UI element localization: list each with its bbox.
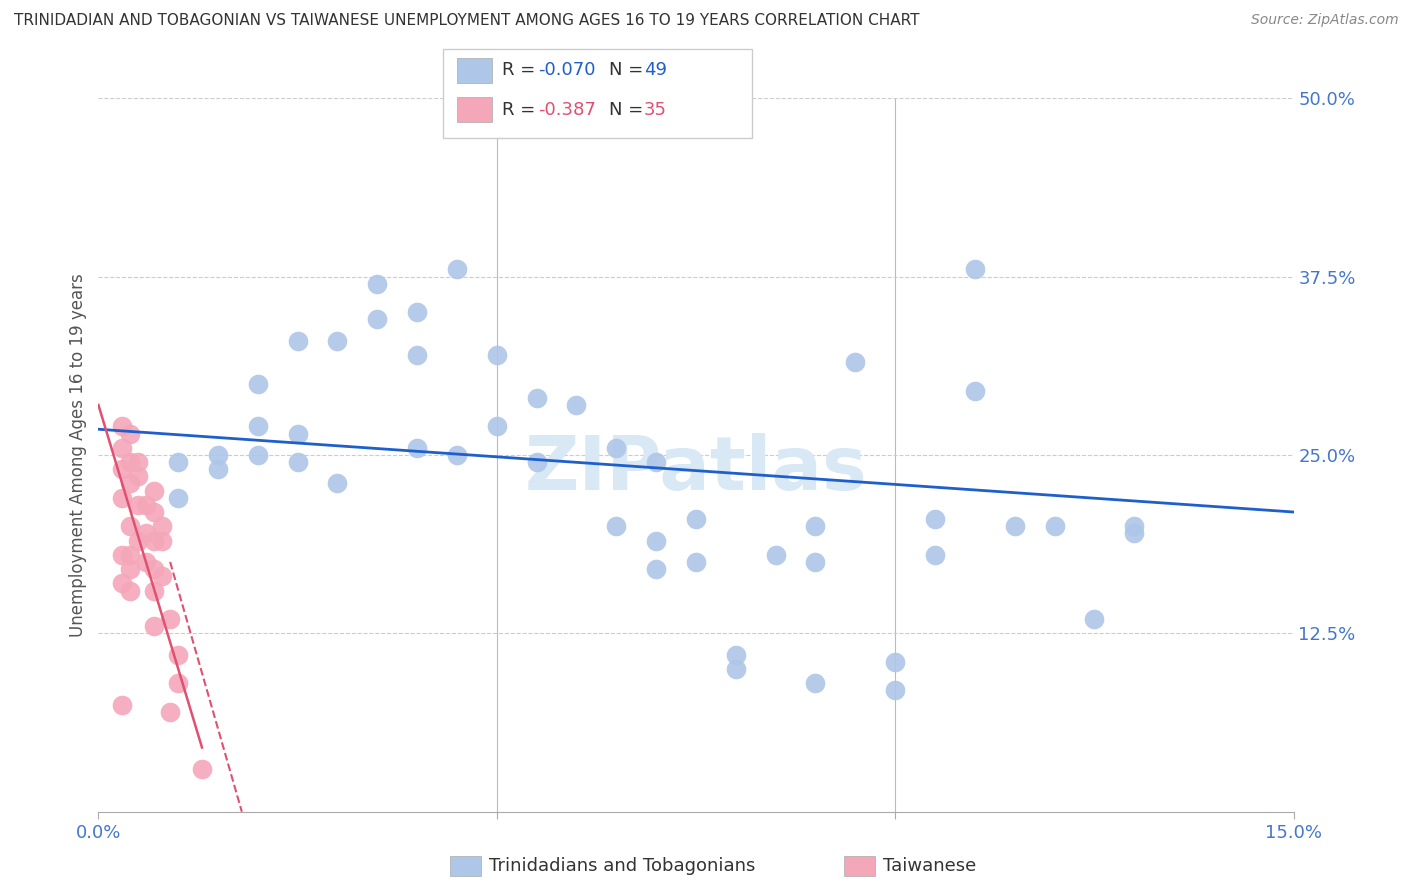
Point (1123, 526, 1146, 541)
Text: R =: R = (502, 101, 541, 119)
Point (326, 476, 349, 491)
Point (246, 419, 269, 434)
Point (111, 462, 134, 476)
Text: N =: N = (609, 62, 648, 79)
Point (1083, 612, 1105, 626)
Point (446, 448, 468, 462)
Point (120, 455, 142, 469)
Point (724, 662, 747, 676)
Point (485, 419, 508, 434)
Point (406, 441, 429, 455)
Point (120, 476, 142, 491)
Point (111, 698, 134, 712)
Point (111, 548, 134, 562)
Point (605, 441, 627, 455)
Point (135, 498, 157, 512)
Point (111, 419, 134, 434)
Point (685, 512, 707, 526)
Point (765, 548, 787, 562)
Point (111, 441, 134, 455)
Point (143, 533, 166, 548)
Point (526, 391, 548, 405)
Point (127, 498, 149, 512)
Point (120, 562, 142, 576)
Text: Taiwanese: Taiwanese (883, 857, 976, 875)
Point (150, 533, 173, 548)
Point (150, 569, 173, 583)
Text: -0.070: -0.070 (538, 62, 596, 79)
Point (143, 619, 166, 633)
Point (120, 426, 142, 441)
Point (150, 519, 173, 533)
Point (207, 462, 229, 476)
Text: N =: N = (609, 101, 648, 119)
Point (191, 762, 214, 776)
Point (645, 455, 668, 469)
Point (246, 376, 269, 391)
Point (804, 555, 827, 569)
Point (1004, 519, 1026, 533)
Point (924, 548, 946, 562)
Point (485, 348, 508, 362)
Point (135, 555, 157, 569)
Point (884, 683, 907, 698)
Point (526, 455, 548, 469)
Point (406, 305, 429, 319)
Point (645, 533, 668, 548)
Point (143, 505, 166, 519)
Point (565, 398, 588, 412)
Text: Trinidadians and Tobagonians: Trinidadians and Tobagonians (489, 857, 755, 875)
Point (963, 262, 986, 277)
Point (120, 583, 142, 598)
Y-axis label: Unemployment Among Ages 16 to 19 years: Unemployment Among Ages 16 to 19 years (69, 273, 87, 637)
Point (127, 533, 149, 548)
Point (287, 426, 309, 441)
Text: 49: 49 (644, 62, 666, 79)
Point (167, 491, 190, 505)
Point (287, 334, 309, 348)
Point (135, 526, 157, 541)
Point (143, 583, 166, 598)
Text: -0.387: -0.387 (538, 101, 596, 119)
Point (120, 548, 142, 562)
Point (143, 562, 166, 576)
Point (167, 676, 190, 690)
Text: R =: R = (502, 62, 541, 79)
Point (884, 655, 907, 669)
Point (963, 384, 986, 398)
Point (366, 277, 388, 291)
Text: TRINIDADIAN AND TOBAGONIAN VS TAIWANESE UNEMPLOYMENT AMONG AGES 16 TO 19 YEARS C: TRINIDADIAN AND TOBAGONIAN VS TAIWANESE … (14, 13, 920, 29)
Point (605, 519, 627, 533)
Point (366, 312, 388, 326)
Point (406, 348, 429, 362)
Point (127, 455, 149, 469)
Point (645, 562, 668, 576)
Point (246, 448, 269, 462)
Point (111, 491, 134, 505)
Point (804, 676, 827, 690)
Point (127, 469, 149, 483)
Text: 35: 35 (644, 101, 666, 119)
Point (844, 355, 866, 369)
Point (159, 612, 181, 626)
Point (1123, 519, 1146, 533)
Point (1043, 519, 1066, 533)
Text: Source: ZipAtlas.com: Source: ZipAtlas.com (1251, 13, 1399, 28)
Text: ZIPatlas: ZIPatlas (524, 433, 868, 506)
Point (120, 519, 142, 533)
Point (804, 519, 827, 533)
Point (446, 262, 468, 277)
Point (167, 455, 190, 469)
Point (111, 576, 134, 591)
Point (159, 705, 181, 719)
Point (287, 455, 309, 469)
Point (924, 512, 946, 526)
Point (724, 648, 747, 662)
Point (685, 555, 707, 569)
Point (326, 334, 349, 348)
Point (167, 648, 190, 662)
Point (207, 448, 229, 462)
Point (143, 483, 166, 498)
